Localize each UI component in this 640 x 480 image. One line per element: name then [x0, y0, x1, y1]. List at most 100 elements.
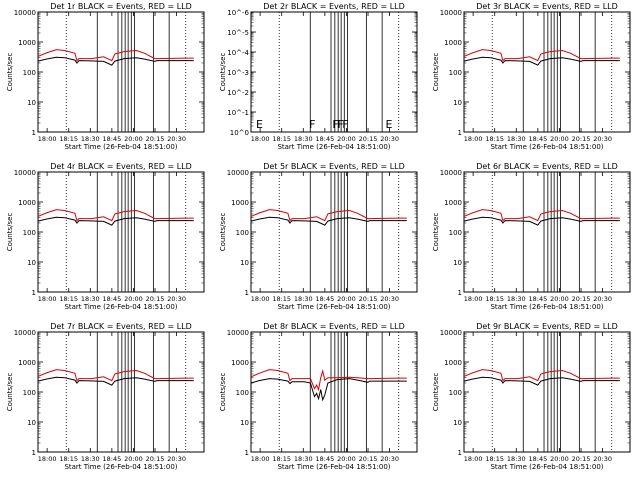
y-tick-label: 1000	[444, 359, 462, 367]
y-tick-label: 10^-1	[227, 109, 249, 117]
x-tick-label: 18:45	[529, 455, 548, 463]
panel-title: Det 5r BLACK = Events, RED = LLD	[263, 162, 405, 171]
x-tick-label: 18:30	[507, 455, 526, 463]
y-tick-label: 100	[236, 389, 249, 397]
y-tick-label: 10^-6	[227, 9, 249, 17]
y-axis-label: Counts/sec	[219, 213, 227, 252]
x-axis-label: Start Time (26-Feb-04 18:51:00)	[277, 463, 390, 471]
y-tick-label: 100	[449, 229, 462, 237]
x-tick-label: 18:15	[59, 295, 78, 303]
x-tick-label: 20:00	[124, 135, 143, 143]
x-tick-label: 20:30	[380, 135, 399, 143]
x-tick-label: 18:45	[316, 135, 335, 143]
y-tick-label: 100	[236, 229, 249, 237]
plot-frame	[37, 11, 205, 133]
plot-frame	[250, 331, 418, 453]
y-tick-label: 10000	[440, 329, 462, 337]
x-tick-label: 20:15	[572, 295, 591, 303]
panel-det-6: Det 6r BLACK = Events, RED = LLD 1 10 100 10…	[432, 162, 631, 311]
y-tick-label: 1000	[18, 199, 36, 207]
series-lld-red	[463, 209, 620, 222]
y-tick-label: 100	[23, 389, 36, 397]
y-axis-label: Counts/sec	[6, 213, 14, 252]
series-lld-red	[463, 369, 620, 382]
panel-det-3: Det 3r BLACK = Events, RED = LLD 1 10 100 10…	[432, 2, 631, 151]
x-axis-label: Start Time (26-Feb-04 18:51:00)	[277, 143, 390, 151]
plot-frame	[37, 171, 205, 293]
x-tick-label: 20:15	[572, 135, 591, 143]
x-tick-label: 20:30	[167, 455, 186, 463]
y-tick-label: 10	[453, 419, 462, 427]
x-tick-label: 18:30	[81, 135, 100, 143]
y-tick-label: 1000	[231, 199, 249, 207]
x-tick-label: 18:15	[59, 135, 78, 143]
y-axis-label: Counts/sec	[432, 53, 440, 92]
x-tick-label: 20:30	[167, 295, 186, 303]
x-tick-label: 18:15	[272, 295, 291, 303]
x-tick-label: 18:30	[507, 295, 526, 303]
y-tick-label: 1000	[444, 199, 462, 207]
y-axis-label: Counts/sec	[432, 373, 440, 412]
series-lld-red	[250, 209, 407, 222]
y-tick-label: 10	[453, 99, 462, 107]
y-tick-label: 10^-2	[227, 89, 249, 97]
series-lld-red	[37, 209, 194, 222]
y-tick-label: 1000	[231, 359, 249, 367]
x-tick-label: 18:15	[272, 135, 291, 143]
y-tick-label: 1	[458, 449, 462, 457]
x-tick-label: 18:15	[59, 455, 78, 463]
flag-letter: E	[256, 118, 263, 131]
x-tick-label: 18:30	[294, 455, 313, 463]
flag-letter: F	[342, 118, 348, 131]
y-tick-label: 10000	[227, 329, 249, 337]
series-events-black	[37, 216, 194, 226]
x-tick-label: 18:45	[316, 455, 335, 463]
panel-title: Det 9r BLACK = Events, RED = LLD	[476, 322, 618, 331]
panel-det-9: Det 9r BLACK = Events, RED = LLD 1 10 100 10…	[432, 322, 631, 471]
y-tick-label: 10	[27, 99, 36, 107]
x-axis-label: Start Time (26-Feb-04 18:51:00)	[64, 143, 177, 151]
x-tick-label: 20:30	[593, 135, 612, 143]
y-tick-label: 100	[23, 69, 36, 77]
series-events-black	[37, 56, 194, 66]
x-tick-label: 20:30	[380, 295, 399, 303]
panel-title: Det 4r BLACK = Events, RED = LLD	[50, 162, 192, 171]
x-tick-label: 18:15	[485, 295, 504, 303]
y-tick-label: 100	[449, 389, 462, 397]
y-tick-label: 100	[23, 229, 36, 237]
y-tick-label: 10000	[14, 329, 36, 337]
x-tick-label: 20:00	[124, 455, 143, 463]
y-tick-label: 10000	[14, 9, 36, 17]
x-tick-label: 20:15	[146, 295, 165, 303]
x-tick-label: 18:00	[38, 295, 57, 303]
x-tick-label: 20:00	[337, 135, 356, 143]
plot-frame	[37, 331, 205, 453]
panel-det-5: Det 5r BLACK = Events, RED = LLD 1 10 100 10…	[219, 162, 418, 311]
y-tick-label: 10000	[440, 169, 462, 177]
x-tick-label: 18:00	[251, 295, 270, 303]
y-tick-label: 10	[240, 419, 249, 427]
x-tick-label: 18:00	[464, 135, 483, 143]
x-tick-label: 18:30	[81, 295, 100, 303]
panel-det-2: Det 2r BLACK = Events, RED = LLD 10^0 10^-…	[219, 2, 418, 151]
x-tick-label: 20:15	[146, 455, 165, 463]
panel-title: Det 2r BLACK = Events, RED = LLD	[263, 2, 405, 11]
x-tick-label: 18:00	[251, 455, 270, 463]
x-tick-label: 18:45	[316, 295, 335, 303]
x-tick-label: 18:00	[38, 135, 57, 143]
x-tick-label: 18:45	[103, 455, 122, 463]
y-tick-label: 1	[245, 289, 249, 297]
y-tick-label: 10000	[14, 169, 36, 177]
x-tick-label: 20:15	[359, 455, 378, 463]
x-axis-label: Start Time (26-Feb-04 18:51:00)	[64, 303, 177, 311]
x-tick-label: 18:30	[294, 135, 313, 143]
x-tick-label: 20:15	[146, 135, 165, 143]
panel-title: Det 8r BLACK = Events, RED = LLD	[263, 322, 405, 331]
x-tick-label: 20:00	[550, 135, 569, 143]
x-tick-label: 20:30	[167, 135, 186, 143]
series-lld-red	[37, 369, 194, 382]
plot-frame	[463, 11, 631, 133]
y-tick-label: 10^0	[230, 129, 249, 137]
y-tick-label: 1	[32, 129, 36, 137]
x-tick-label: 18:45	[529, 135, 548, 143]
